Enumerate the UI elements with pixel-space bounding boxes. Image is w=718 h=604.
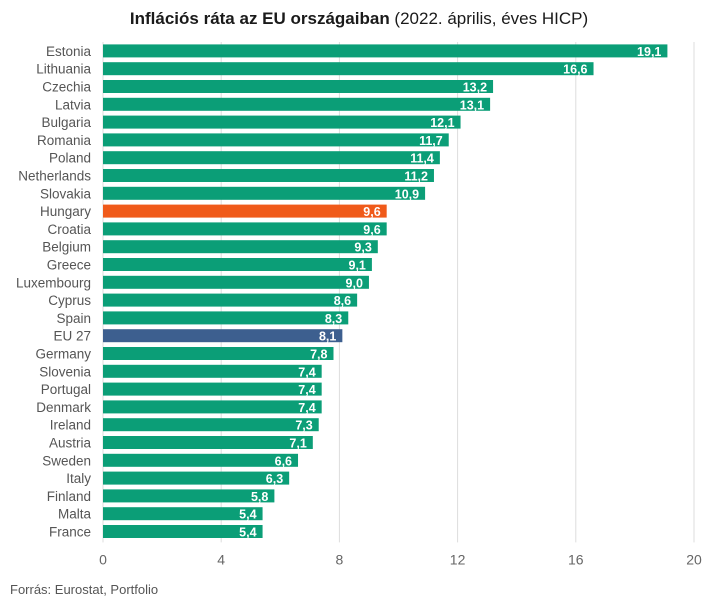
- category-label: Czechia: [42, 80, 91, 95]
- data-label: 8,1: [319, 330, 336, 344]
- bar: [103, 471, 290, 485]
- bar: [103, 97, 491, 111]
- category-label: Finland: [47, 489, 91, 504]
- data-label: 11,7: [419, 134, 443, 148]
- bar: [103, 133, 449, 147]
- data-label: 13,1: [460, 98, 484, 112]
- category-label: Greece: [47, 258, 91, 273]
- bar: [103, 311, 349, 325]
- bar: [103, 400, 322, 414]
- bar: [103, 453, 299, 467]
- category-label: Bulgaria: [41, 115, 91, 130]
- data-label: 5,8: [251, 490, 268, 504]
- category-label: Poland: [49, 151, 91, 166]
- bar: [103, 436, 313, 449]
- category-label: Italy: [66, 471, 91, 486]
- data-label: 11,2: [404, 170, 428, 184]
- data-label: 6,6: [275, 454, 292, 468]
- bar: [103, 489, 275, 503]
- category-label: Estonia: [46, 44, 92, 59]
- data-label: 11,4: [410, 152, 434, 166]
- bar: [103, 293, 358, 307]
- data-label: 9,1: [349, 259, 366, 273]
- bar: [103, 222, 387, 236]
- source-note: Forrás: Eurostat, Portfolio: [10, 582, 159, 597]
- category-label: Denmark: [36, 400, 91, 415]
- category-label: Portugal: [41, 382, 91, 397]
- data-label: 9,3: [354, 241, 371, 255]
- category-label: Cyprus: [48, 293, 91, 308]
- bar: [103, 258, 372, 271]
- category-label: Netherlands: [18, 169, 91, 184]
- category-label: Ireland: [50, 418, 91, 433]
- data-label: 7,1: [289, 437, 306, 451]
- data-label: 6,3: [266, 472, 283, 486]
- category-label: Luxembourg: [16, 275, 91, 290]
- chart-title-rest: (2022. április, éves HICP): [389, 9, 589, 28]
- data-label: 7,4: [298, 401, 315, 415]
- data-label: 5,4: [239, 526, 256, 540]
- category-label: Romania: [37, 133, 92, 148]
- bar: [103, 80, 494, 93]
- data-label: 9,0: [346, 276, 363, 290]
- bar: [103, 347, 334, 360]
- bar: [103, 44, 668, 58]
- category-label: Latvia: [55, 97, 92, 112]
- bar: [103, 525, 263, 538]
- data-label: 16,6: [563, 63, 587, 77]
- bar: [103, 418, 319, 432]
- category-label: Malta: [58, 507, 92, 522]
- x-tick-label: 20: [686, 551, 702, 567]
- data-label: 7,4: [298, 383, 315, 397]
- bar: [103, 382, 322, 396]
- data-label: 5,4: [239, 508, 256, 522]
- bar: [103, 115, 461, 129]
- bar: [103, 275, 369, 289]
- chart-title: Inflációs ráta az EU országaiban (2022. …: [0, 9, 718, 29]
- bar: [103, 62, 594, 76]
- category-label: EU 27: [53, 329, 91, 344]
- category-label: Slovakia: [40, 186, 92, 201]
- data-label: 19,1: [637, 45, 661, 59]
- category-label: Slovenia: [39, 364, 91, 379]
- chart-title-bold: Inflációs ráta az EU országaiban: [129, 9, 390, 28]
- category-label: Germany: [35, 347, 91, 362]
- data-label: 13,2: [463, 81, 487, 95]
- data-label: 7,8: [310, 348, 327, 362]
- data-label: 12,1: [430, 116, 454, 130]
- x-tick-label: 12: [450, 551, 466, 567]
- category-label: Croatia: [47, 222, 91, 237]
- category-label: Austria: [49, 436, 92, 451]
- bar: [103, 186, 426, 200]
- bar: [103, 169, 434, 182]
- category-label: Hungary: [40, 204, 91, 219]
- data-label: 7,4: [298, 365, 315, 379]
- category-label: Belgium: [42, 240, 91, 255]
- bar: [103, 151, 440, 165]
- category-label: France: [49, 525, 91, 540]
- data-label: 9,6: [363, 223, 380, 237]
- x-tick-label: 4: [217, 551, 225, 567]
- bar: [103, 507, 263, 521]
- bar: [103, 329, 343, 343]
- x-tick-label: 16: [568, 551, 584, 567]
- category-label: Spain: [56, 311, 91, 326]
- data-label: 10,9: [395, 187, 419, 201]
- data-label: 8,3: [325, 312, 342, 326]
- x-tick-label: 8: [336, 551, 344, 567]
- category-label: Sweden: [42, 453, 91, 468]
- bar: [103, 204, 387, 218]
- category-label: Lithuania: [36, 62, 91, 77]
- x-tick-label: 0: [99, 551, 107, 567]
- bar: [103, 240, 378, 254]
- data-label: 8,6: [334, 294, 351, 308]
- data-label: 9,6: [363, 205, 380, 219]
- bar: [103, 364, 322, 378]
- data-label: 7,3: [295, 419, 312, 433]
